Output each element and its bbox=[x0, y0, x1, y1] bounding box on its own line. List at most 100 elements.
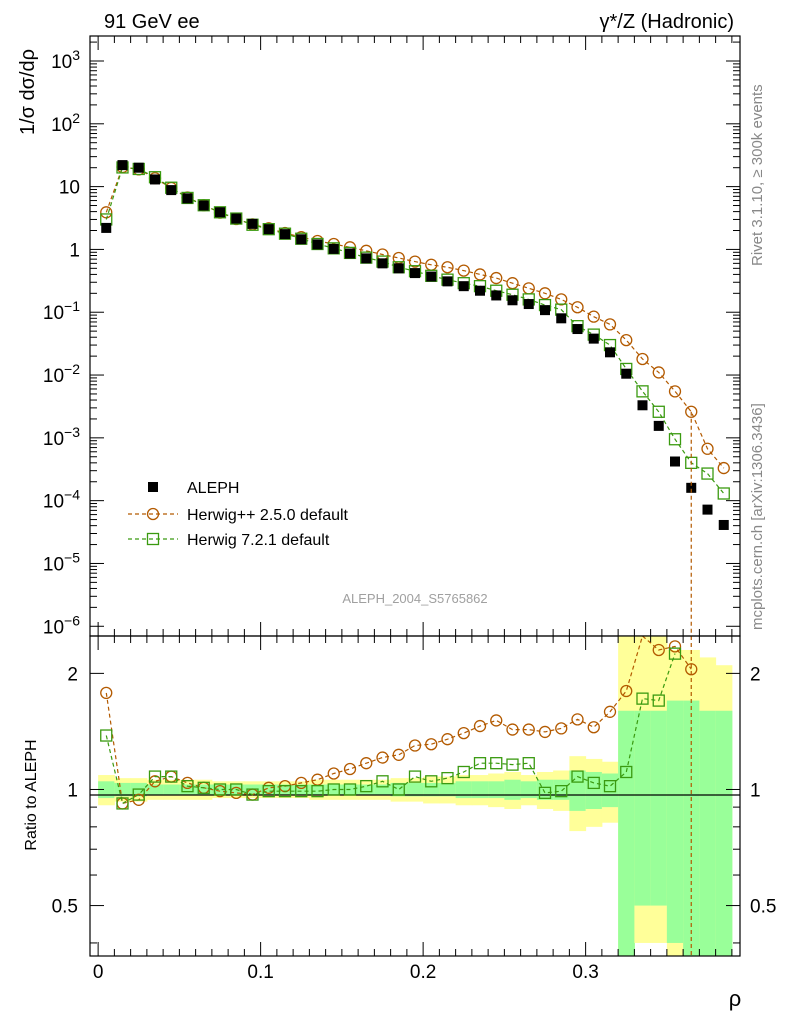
main-plot-ticks: 10−6 10−5 10−4 10−3 10−2 10−1 1 10 102 103 bbox=[43, 36, 740, 638]
ratio-y-tick-label: 0.5 bbox=[52, 897, 78, 918]
series-line bbox=[105, 166, 725, 469]
ratio-y-tick-label-right: 1 bbox=[750, 780, 761, 801]
data-point bbox=[278, 227, 292, 240]
ratio-y-tick-label-right: 2 bbox=[750, 664, 761, 685]
data-point bbox=[296, 234, 307, 245]
legend-label: Herwig++ 2.5.0 default bbox=[187, 507, 349, 524]
green-band-bin bbox=[471, 781, 489, 799]
data-point bbox=[442, 276, 453, 287]
rivet-label: Rivet 3.1.10, ≥ 300k events bbox=[749, 84, 766, 266]
y-tick-label: 10−6 bbox=[43, 612, 80, 638]
data-point bbox=[668, 640, 682, 653]
y-tick-label: 1 bbox=[69, 240, 80, 261]
data-point bbox=[491, 290, 502, 301]
data-point bbox=[441, 771, 454, 785]
data-point bbox=[457, 765, 470, 779]
data-point bbox=[327, 783, 340, 796]
data-point bbox=[100, 729, 113, 742]
data-point bbox=[116, 797, 129, 810]
x-axis-label: ρ bbox=[729, 986, 742, 1011]
data-point bbox=[621, 368, 632, 379]
data-point bbox=[475, 285, 485, 296]
data-point bbox=[343, 783, 357, 796]
data-point bbox=[215, 207, 225, 218]
data-point bbox=[668, 385, 682, 398]
green-band-bin bbox=[179, 784, 197, 795]
y-tick-label: 102 bbox=[51, 110, 80, 136]
data-point bbox=[246, 788, 259, 801]
green-band-bin bbox=[211, 784, 229, 795]
data-point bbox=[652, 643, 665, 657]
data-point bbox=[540, 305, 550, 316]
data-point bbox=[230, 783, 243, 796]
data-point bbox=[490, 714, 503, 727]
data-point bbox=[280, 229, 290, 240]
data-point bbox=[571, 770, 584, 783]
data-point bbox=[100, 686, 113, 700]
data-point bbox=[101, 222, 112, 233]
data-point bbox=[426, 271, 437, 282]
data-point bbox=[556, 313, 567, 324]
data-point bbox=[490, 271, 503, 285]
data-point bbox=[457, 726, 470, 740]
data-point bbox=[538, 725, 552, 739]
data-point bbox=[377, 258, 388, 269]
data-point bbox=[605, 347, 615, 358]
mcplots-label: mcplots.cern.ch [arXiv:1306.3436] bbox=[749, 403, 766, 630]
data-point bbox=[522, 723, 535, 736]
bottom-y-axis-label: Ratio to ALEPH bbox=[23, 739, 40, 850]
data-point bbox=[295, 785, 308, 798]
green-band-bin bbox=[634, 710, 652, 906]
main-plot-panel: 10−6 10−5 10−4 10−3 10−2 10−1 1 10 102 103 ALEPH_… bbox=[43, 35, 741, 638]
data-point bbox=[327, 767, 340, 780]
x-tick-label: 0.1 bbox=[247, 962, 273, 983]
data-point bbox=[148, 482, 158, 492]
data-point bbox=[182, 193, 193, 204]
data-point bbox=[360, 780, 373, 793]
series-line bbox=[105, 166, 725, 494]
data-point bbox=[458, 281, 469, 292]
data-point bbox=[213, 783, 227, 796]
data-point bbox=[457, 264, 470, 277]
data-point bbox=[262, 785, 275, 798]
data-point bbox=[311, 237, 324, 251]
green-band-bin bbox=[358, 784, 375, 795]
data-point bbox=[361, 253, 372, 264]
green-band-bin bbox=[520, 781, 538, 799]
ratio-y-tick-label: 1 bbox=[67, 780, 78, 801]
data-point bbox=[392, 783, 405, 796]
y-tick-label: 10 bbox=[59, 178, 80, 199]
data-point bbox=[410, 268, 420, 279]
data-point bbox=[262, 223, 275, 236]
y-tick-label: 10−3 bbox=[43, 424, 80, 450]
data-point bbox=[165, 770, 178, 783]
data-point bbox=[376, 751, 389, 764]
green-band-bin bbox=[666, 700, 684, 943]
ratio-plot-panel: 0.5 0.5 1 1 2 2 bbox=[52, 634, 776, 957]
x-tick-label: 0.3 bbox=[572, 962, 598, 983]
data-point bbox=[146, 507, 160, 521]
data-point bbox=[328, 243, 339, 254]
ratio-plot-series bbox=[100, 634, 698, 956]
green-band-bin bbox=[601, 773, 619, 808]
data-point bbox=[146, 532, 160, 546]
green-band-bin bbox=[406, 782, 424, 797]
ratio-y-tick-label-right: 0.5 bbox=[750, 897, 776, 918]
green-band-bin bbox=[390, 782, 408, 797]
data-point bbox=[473, 268, 487, 281]
data-point bbox=[538, 786, 552, 800]
data-point bbox=[522, 757, 535, 770]
green-band-bin bbox=[618, 710, 635, 956]
x-tick-label: 0 bbox=[93, 962, 104, 983]
data-point bbox=[376, 775, 389, 788]
x-tick-label: 0.2 bbox=[410, 962, 436, 983]
green-band-bin bbox=[504, 779, 522, 800]
data-point bbox=[441, 261, 454, 274]
data-point bbox=[360, 757, 373, 770]
data-point bbox=[117, 160, 128, 171]
ratio-uncertainty-bands bbox=[98, 636, 733, 956]
green-band-bin bbox=[374, 784, 392, 795]
plot-title-left: 91 GeV ee bbox=[104, 11, 200, 33]
data-point bbox=[555, 293, 568, 306]
green-band-bin bbox=[260, 784, 278, 795]
